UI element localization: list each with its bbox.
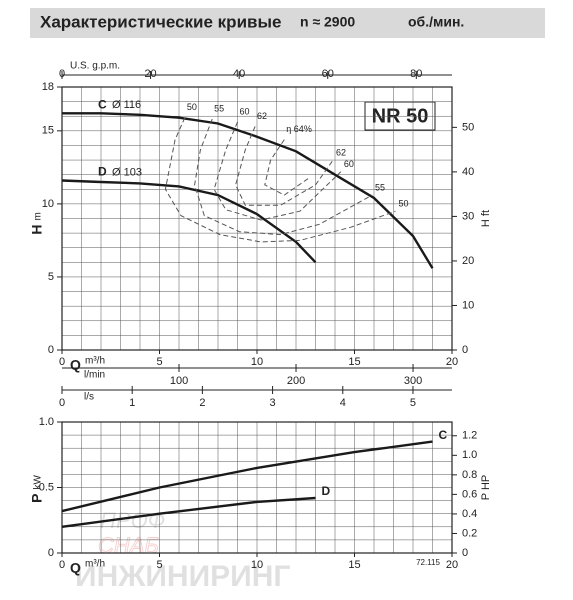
curve-name: D [98, 165, 107, 179]
efficiency-label: 60 [240, 106, 250, 116]
extra-axis-tick-label: 40 [233, 68, 245, 80]
curve [61, 496, 316, 528]
x-tick-label: 5 [156, 559, 162, 571]
extra-axis-tick-label: 80 [410, 68, 422, 80]
watermark: ПРОФ СНАБ ИНЖИНИРИНГ [75, 508, 290, 593]
y-axis-label: PkW [29, 475, 45, 503]
y2-tick-label: 30 [462, 210, 474, 222]
x-tick-label: 10 [251, 559, 263, 571]
extra-axis-tick-label: 5 [410, 397, 416, 409]
efficiency-curve [235, 126, 334, 206]
y2-tick-label: 20 [462, 255, 474, 267]
extra-axis-tick-label: 0 [59, 397, 65, 409]
y-axis-unit: kW [33, 475, 44, 490]
header-unit: об./мин. [408, 14, 464, 30]
y-tick-label: 18 [42, 81, 54, 93]
y-tick-label: 0.5 [39, 481, 54, 493]
extra-axis-tick-label: 20 [144, 68, 156, 80]
x-tick-label: 0 [59, 356, 65, 368]
x-tick-label: 5 [156, 356, 162, 368]
x-tick-label: 0 [59, 559, 65, 571]
efficiency-label: 62 [257, 111, 267, 121]
curve [61, 179, 317, 264]
y2-tick-label: 0.6 [462, 488, 477, 500]
y-axis-label: H [29, 225, 45, 235]
x-axis-label: Q [70, 357, 81, 373]
y-axis-unit: m [33, 212, 44, 220]
extra-axis-tick-label: 3 [270, 397, 276, 409]
efficiency-label: 50 [187, 102, 197, 112]
y2-tick-label: 50 [462, 121, 474, 133]
curve [61, 440, 433, 513]
efficiency-curve [264, 139, 310, 196]
efficiency-curve [164, 117, 396, 243]
y2-tick-label: 0.4 [462, 508, 477, 520]
extra-axis-label: l/s [84, 392, 94, 403]
extra-axis-tick-label: 60 [322, 68, 334, 80]
curve-diameter: Ø 116 [112, 99, 141, 111]
header-title: Характеристические кривые [40, 12, 281, 31]
watermark-text: ИНЖИНИРИНГ [75, 560, 290, 593]
curve-name: C [98, 97, 107, 111]
x-tick-label: 10 [251, 356, 263, 368]
y-axis-label: P [29, 494, 45, 503]
header-speed: n ≈ 2900 [300, 14, 355, 30]
efficiency-label: 50 [398, 199, 408, 209]
extra-axis-tick-label: 0 [59, 68, 65, 80]
y-tick-label: 15 [42, 125, 54, 137]
y-tick-label: 5 [48, 271, 54, 283]
x-tick-label: 15 [348, 559, 360, 571]
x-axis-label: Q [70, 560, 81, 576]
x-axis-unit: m³/h [85, 559, 105, 570]
y2-axis-label: P HP [480, 475, 492, 500]
code-label: 72.115 [416, 558, 440, 567]
y-tick-label: 0 [48, 344, 54, 356]
y2-tick-label: 1.0 [462, 449, 477, 461]
y-axis-label: Hm [29, 212, 45, 234]
y-tick-label: 0 [48, 547, 54, 559]
x-tick-label: 20 [446, 356, 458, 368]
curve-diameter: Ø 103 [112, 166, 142, 178]
y2-tick-label: 0 [462, 547, 468, 559]
extra-axis-label: l/min [84, 370, 105, 381]
efficiency-label: 55 [375, 182, 385, 192]
y2-tick-label: 0.2 [462, 527, 477, 539]
y-tick-label: 10 [42, 198, 54, 210]
extra-axis-label: U.S. g.p.m. [70, 61, 120, 72]
extra-axis-tick-label: 1 [129, 397, 135, 409]
extra-axis-tick-label: 100 [170, 375, 188, 387]
efficiency-label: 60 [344, 159, 354, 169]
extra-axis-tick-label: 300 [404, 375, 422, 387]
y2-tick-label: 10 [462, 299, 474, 311]
y2-tick-label: 1.2 [462, 430, 477, 442]
header-bar [30, 8, 545, 38]
efficiency-label: 62 [336, 147, 346, 157]
efficiency-curve [194, 118, 373, 236]
extra-axis-tick-label: 4 [340, 397, 346, 409]
extra-axis-tick-label: 200 [287, 375, 305, 387]
x-tick-label: 20 [446, 559, 458, 571]
y2-tick-label: 0 [462, 344, 468, 356]
y2-tick-label: 40 [462, 166, 474, 178]
y2-axis-label: H ft [480, 210, 492, 227]
curve-name: C [439, 428, 448, 442]
watermark-text: СНАБ [98, 533, 159, 558]
x-tick-label: 15 [348, 356, 360, 368]
extra-axis-tick-label: 2 [199, 397, 205, 409]
y-tick-label: 1.0 [39, 416, 54, 428]
x-axis-unit: m³/h [85, 356, 105, 367]
curve-name: D [322, 484, 331, 498]
y2-tick-label: 0.8 [462, 469, 477, 481]
efficiency-label: η 64% [286, 124, 312, 134]
efficiency-label: 55 [214, 104, 224, 114]
curve [62, 112, 434, 269]
efficiency-curve [213, 121, 342, 221]
